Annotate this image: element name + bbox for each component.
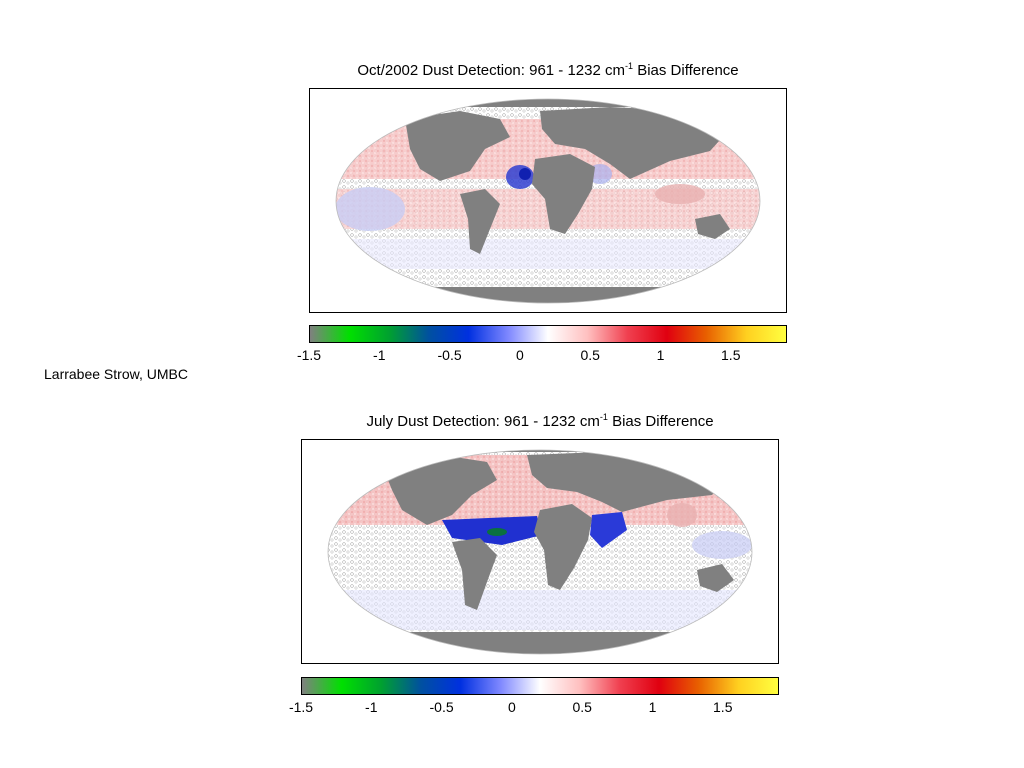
colorbar bbox=[309, 325, 787, 343]
colorbar-tick-label: 0 bbox=[515, 347, 524, 363]
colorbar-tick-label: -1 bbox=[365, 699, 378, 715]
colorbar-tick-label: -1.5 bbox=[288, 699, 314, 715]
colorbar-tick-label: 1.5 bbox=[721, 347, 741, 363]
world-map bbox=[327, 449, 753, 655]
world-map bbox=[335, 98, 761, 304]
colorbar-tick-label: 1 bbox=[656, 347, 665, 363]
colorbar-tick-labels: -1.5 -1 -0.5 0 0.5 1 1.5 bbox=[297, 347, 787, 365]
map-frame bbox=[301, 439, 779, 664]
colorbar-tick-label: 1 bbox=[648, 699, 657, 715]
colorbar-tick-label: 0.5 bbox=[580, 347, 600, 363]
colorbar-tick-label: -0.5 bbox=[429, 699, 454, 715]
colorbar-tick-label: 0.5 bbox=[572, 699, 592, 715]
ocean-field bbox=[328, 450, 752, 654]
colorbar-tick-label: 0 bbox=[507, 699, 516, 715]
map-title: July Dust Detection: 961 - 1232 cm-1 Bia… bbox=[366, 412, 714, 430]
colorbar-tick-label: -1.5 bbox=[296, 347, 322, 363]
colorbar-tick-labels: -1.5 -1 -0.5 0 0.5 1 1.5 bbox=[289, 699, 779, 717]
map-title: Oct/2002 Dust Detection: 961 - 1232 cm-1… bbox=[357, 61, 739, 79]
colorbar bbox=[301, 677, 779, 695]
ocean-field bbox=[336, 99, 760, 303]
author-credit: Larrabee Strow, UMBC bbox=[44, 366, 188, 382]
colorbar-tick-label: 1.5 bbox=[713, 699, 733, 715]
colorbar-tick-label: -1 bbox=[373, 347, 386, 363]
colorbar-tick-label: -0.5 bbox=[437, 347, 462, 363]
map-frame bbox=[309, 88, 787, 313]
